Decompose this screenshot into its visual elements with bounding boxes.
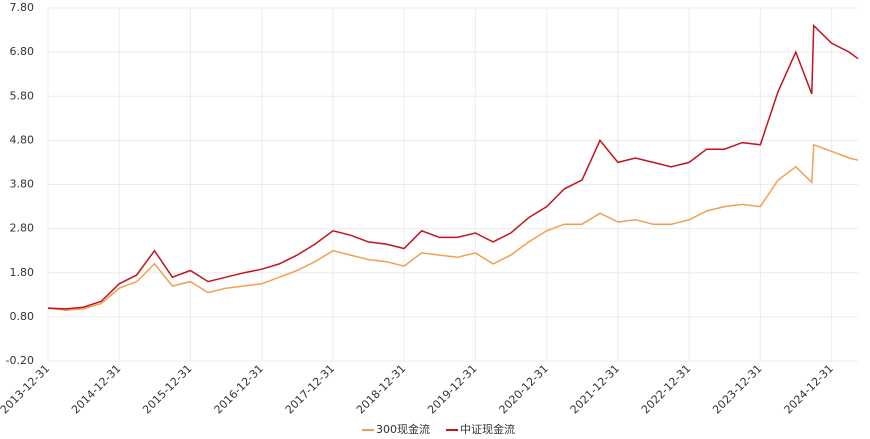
x-tick-label: 2015-12-31 [140, 362, 194, 416]
y-tick-label: -0.20 [6, 354, 34, 367]
y-tick-label: 5.80 [10, 89, 35, 102]
y-tick-label: 3.80 [10, 178, 35, 191]
series-line [47, 23, 859, 310]
x-tick-label: 2022-12-31 [639, 362, 693, 416]
x-tick-label: 2020-12-31 [497, 362, 551, 416]
y-tick-label: 7.80 [10, 1, 35, 14]
x-tick-label: 2016-12-31 [212, 362, 266, 416]
x-tick-label: 2013-12-31 [0, 362, 52, 416]
legend-label: 中证现金流 [460, 422, 515, 436]
x-tick-label: 2017-12-31 [283, 362, 337, 416]
y-tick-label: 0.80 [10, 310, 35, 323]
x-tick-label: 2023-12-31 [710, 362, 764, 416]
x-tick-label: 2014-12-31 [69, 362, 123, 416]
x-tick-label: 2019-12-31 [425, 362, 479, 416]
series-line [47, 143, 859, 312]
y-tick-label: 6.80 [10, 45, 35, 58]
y-tick-label: 4.80 [10, 133, 35, 146]
x-tick-label: 2024-12-31 [782, 362, 836, 416]
x-tick-label: 2018-12-31 [354, 362, 408, 416]
y-tick-label: 2.80 [10, 222, 35, 235]
legend-label: 300现金流 [376, 422, 430, 436]
y-tick-label: 1.80 [10, 266, 35, 279]
x-tick-label: 2021-12-31 [568, 362, 622, 416]
